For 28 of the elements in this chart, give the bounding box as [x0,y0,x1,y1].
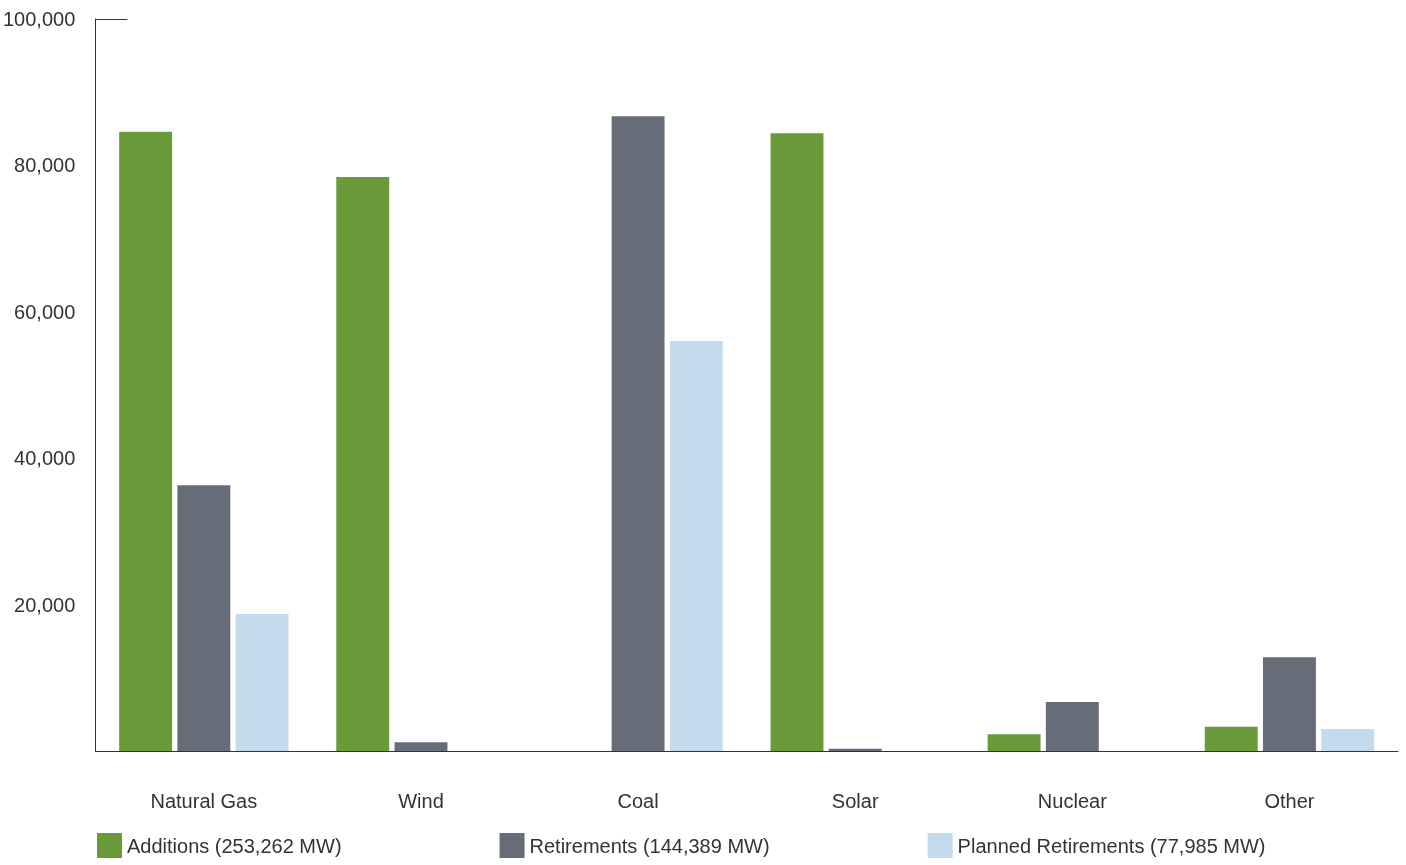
bar [235,614,289,751]
y-tick-label: 80,000 [14,154,76,177]
bar [1204,726,1258,751]
bar [177,485,231,751]
legend-label: Additions (253,262 MW) [127,834,342,857]
bar [770,133,824,751]
x-tick-label: Other [1264,790,1315,812]
x-tick-label: Wind [398,790,444,812]
x-tick-label: Coal [617,790,659,812]
y-tick-label: 60,000 [14,300,76,323]
legend-label: Retirements (144,389 MW) [529,834,770,857]
bar [611,116,665,751]
bar [669,341,723,751]
bar [828,748,882,751]
bar [1321,729,1375,751]
legend-label: Planned Retirements (77,985 MW) [957,834,1266,857]
x-tick-label: Nuclear [1037,790,1108,812]
bar [119,131,173,751]
y-tick-label: 20,000 [14,593,76,616]
x-tick-label: Solar [831,790,879,812]
y-tick-label: 100,000 [3,8,76,30]
bar [1045,701,1099,751]
bar [987,734,1041,751]
x-tick-label: Natural Gas [150,790,258,812]
bar [1262,657,1316,751]
y-tick-label: 40,000 [14,447,76,470]
bar [394,742,448,751]
bar [336,177,390,751]
